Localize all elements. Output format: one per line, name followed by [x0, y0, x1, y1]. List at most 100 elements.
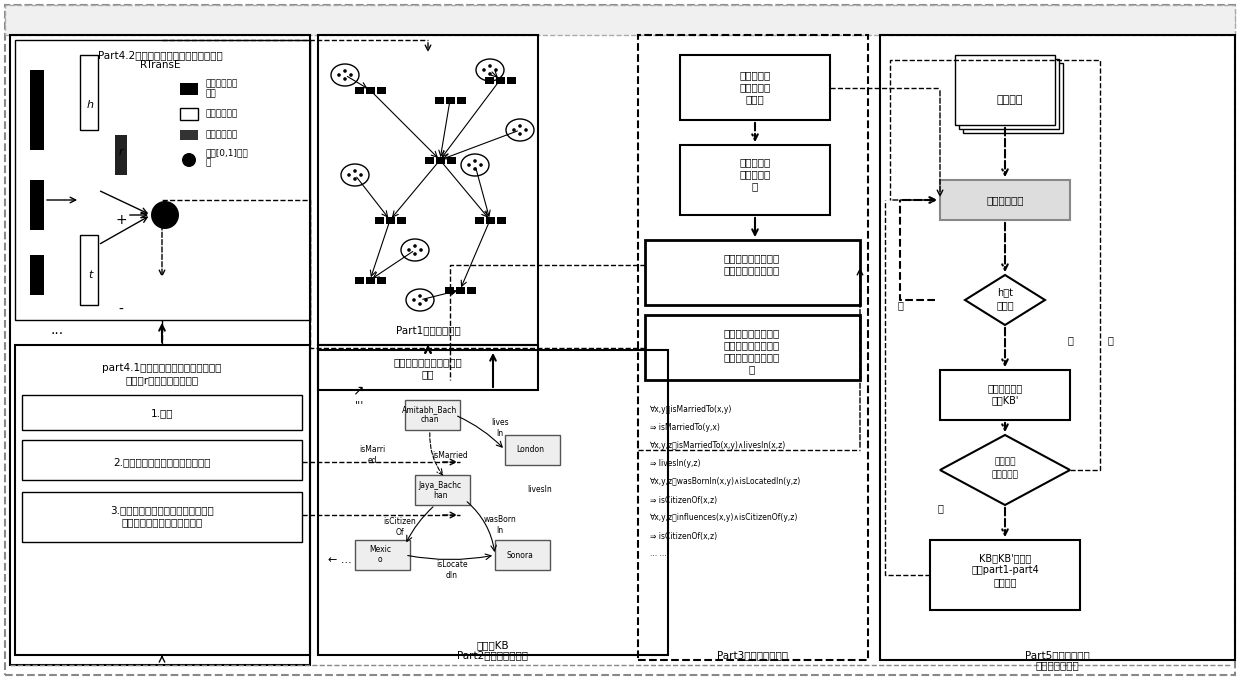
Circle shape — [482, 68, 486, 72]
Text: 弦值来衡量向量之间的相似度: 弦值来衡量向量之间的相似度 — [122, 517, 202, 527]
Circle shape — [360, 173, 363, 177]
Bar — [30, 70, 43, 150]
Text: ⇒ isMarriedTo(y,x): ⇒ isMarriedTo(y,x) — [650, 424, 720, 432]
Bar — [496, 77, 505, 84]
Text: Part5：结合碎片化: Part5：结合碎片化 — [1024, 650, 1090, 660]
Text: 读取知识碎片: 读取知识碎片 — [986, 195, 1024, 205]
Bar — [180, 108, 198, 120]
Text: isLocate
dIn: isLocate dIn — [436, 560, 467, 579]
Bar — [415, 475, 470, 505]
Bar — [397, 216, 405, 224]
Bar — [940, 370, 1070, 420]
Bar — [930, 540, 1080, 610]
Bar — [355, 277, 363, 284]
Bar — [435, 156, 444, 163]
Bar — [22, 395, 303, 430]
Bar — [496, 216, 506, 224]
Text: 得到初始实体和关系向量: 得到初始实体和关系向量 — [393, 357, 463, 367]
Circle shape — [518, 124, 522, 128]
Text: 识库KB': 识库KB' — [991, 395, 1019, 405]
Text: h和t: h和t — [997, 287, 1013, 297]
Text: 否: 否 — [1107, 335, 1114, 345]
Text: ∀x,y：isMarriedTo(x,y): ∀x,y：isMarriedTo(x,y) — [650, 405, 733, 415]
Text: 第一种方式：将逻辑: 第一种方式：将逻辑 — [724, 328, 780, 338]
Bar — [180, 83, 198, 95]
Text: ⇒ isCitizenOf(x,z): ⇒ isCitizenOf(x,z) — [650, 532, 717, 541]
Bar — [445, 97, 455, 103]
Circle shape — [343, 69, 347, 73]
Text: ∀x,y,z：isMarriedTo(x,y)∧livesIn(x,z): ∀x,y,z：isMarriedTo(x,y)∧livesIn(x,z) — [650, 441, 786, 450]
Bar — [645, 315, 861, 380]
Bar — [475, 216, 484, 224]
Text: -: - — [119, 303, 124, 317]
Bar — [317, 350, 668, 655]
Bar — [486, 216, 495, 224]
Polygon shape — [965, 275, 1045, 325]
Text: livesIn: livesIn — [528, 486, 552, 494]
Bar — [180, 130, 198, 140]
Bar — [880, 35, 1235, 660]
Text: London: London — [516, 445, 544, 454]
Text: isCitizen
Of: isCitizen Of — [383, 517, 417, 537]
Circle shape — [467, 163, 471, 167]
Text: lives
In: lives In — [491, 418, 508, 438]
Circle shape — [518, 132, 522, 136]
Text: 通过训练好: 通过训练好 — [739, 70, 770, 80]
Bar — [317, 345, 538, 390]
Bar — [434, 97, 444, 103]
Circle shape — [412, 299, 415, 302]
Text: part4.1：三种衡量不同推理规则与相: part4.1：三种衡量不同推理规则与相 — [103, 363, 222, 373]
Text: 的模型推理: 的模型推理 — [739, 82, 770, 92]
Text: 添加到临时知: 添加到临时知 — [987, 383, 1023, 393]
Circle shape — [418, 294, 422, 298]
Text: 学习的关系推理模型: 学习的关系推理模型 — [724, 352, 780, 362]
Text: Part2：逻辑规则挖掘: Part2：逻辑规则挖掘 — [458, 650, 528, 660]
Text: RTransE: RTransE — [140, 60, 180, 70]
Bar — [444, 286, 454, 294]
Bar — [506, 77, 516, 84]
Text: Part4.2：嵌入逻辑规则的表示学习模型: Part4.2：嵌入逻辑规则的表示学习模型 — [98, 50, 222, 60]
Bar — [405, 400, 460, 430]
Text: 动态添加新: 动态添加新 — [739, 157, 770, 167]
Polygon shape — [940, 435, 1070, 505]
Text: +: + — [115, 213, 126, 227]
Text: 表示: 表示 — [422, 369, 434, 379]
Text: 知识的关系推理: 知识的关系推理 — [1035, 660, 1079, 670]
Text: ∀x,y,z：influences(x,y)∧isCitizenOf(y,z): ∀x,y,z：influences(x,y)∧isCitizenOf(y,z) — [650, 513, 799, 522]
Bar — [680, 145, 830, 215]
Text: 2.根据满足规则的三元组个数比例: 2.根据满足规则的三元组个数比例 — [113, 457, 211, 467]
Bar — [355, 86, 363, 94]
Circle shape — [479, 163, 482, 167]
Bar — [495, 540, 551, 570]
Bar — [5, 5, 1235, 35]
Bar — [366, 277, 374, 284]
Text: 辑规则推理新的事实: 辑规则推理新的事实 — [724, 265, 780, 275]
Text: 知识到知识: 知识到知识 — [739, 169, 770, 179]
Bar — [455, 286, 465, 294]
Text: han: han — [433, 490, 448, 500]
Bar — [485, 77, 494, 84]
Circle shape — [413, 252, 417, 256]
Circle shape — [495, 68, 497, 72]
Text: chan: chan — [420, 415, 439, 424]
Text: isMarried: isMarried — [432, 450, 467, 460]
Bar — [645, 240, 861, 305]
Text: 库: 库 — [751, 181, 758, 191]
Circle shape — [418, 302, 422, 306]
Bar — [963, 63, 1063, 133]
Text: ⇒ isCitizenOf(x,z): ⇒ isCitizenOf(x,z) — [650, 496, 717, 505]
Circle shape — [489, 64, 492, 68]
Text: ...: ... — [50, 323, 63, 337]
Circle shape — [347, 173, 351, 177]
Bar — [680, 55, 830, 120]
Text: 逻辑规则向量
表示: 逻辑规则向量 表示 — [205, 80, 237, 99]
Circle shape — [343, 78, 347, 81]
Bar — [30, 255, 43, 295]
Bar — [22, 492, 303, 542]
Text: 是: 是 — [897, 300, 903, 310]
Text: 否: 否 — [1068, 335, 1073, 345]
Text: 四个步骤: 四个步骤 — [993, 577, 1017, 587]
Circle shape — [413, 244, 417, 248]
Circle shape — [512, 129, 516, 132]
Text: 规则嵌入到基于表示: 规则嵌入到基于表示 — [724, 340, 780, 350]
